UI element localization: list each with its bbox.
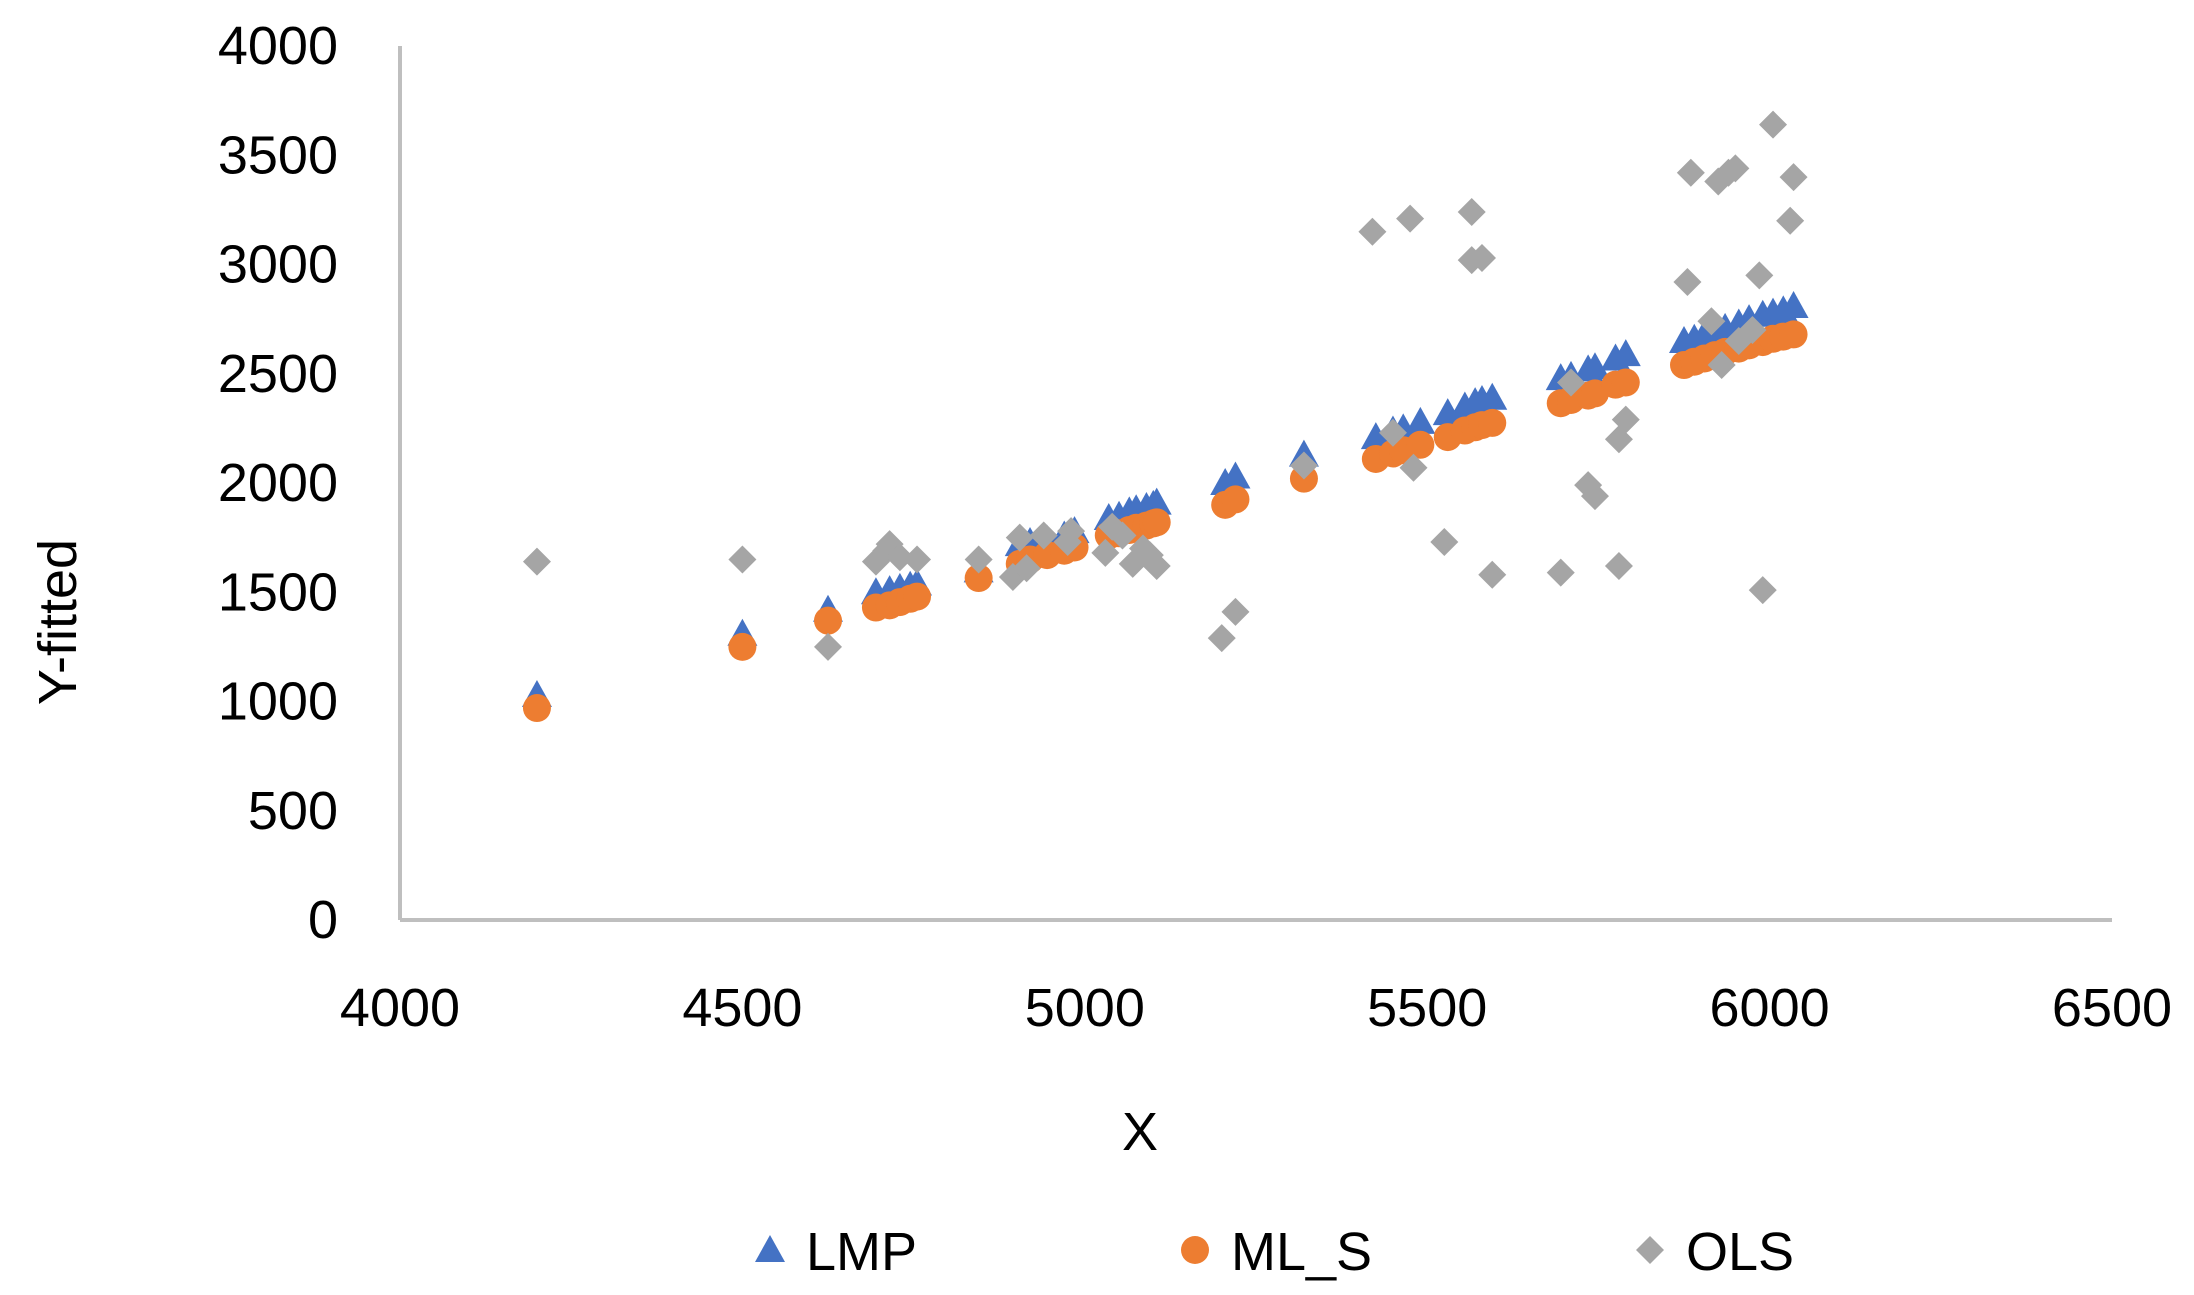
x-axis-title: X xyxy=(1122,1102,1158,1162)
ols-point xyxy=(1012,554,1041,583)
ols-point xyxy=(1396,204,1425,233)
ols-point xyxy=(1478,560,1507,589)
legend-marker-diamond xyxy=(1636,1236,1664,1264)
ols-point xyxy=(1721,154,1750,183)
ols-point xyxy=(1779,163,1808,192)
lmp-point xyxy=(1141,487,1172,515)
ols-point xyxy=(885,543,914,572)
ml-s-point xyxy=(1142,508,1171,537)
y-tick-label: 1000 xyxy=(218,672,338,732)
ols-point xyxy=(1467,243,1496,272)
legend-marker-triangle xyxy=(755,1235,785,1262)
lmp-point xyxy=(1778,291,1809,319)
ols-point xyxy=(1029,521,1058,550)
y-tick-label: 4000 xyxy=(218,16,338,76)
ols-point xyxy=(1759,110,1788,139)
lmp-point xyxy=(1477,382,1508,410)
ml-s-point xyxy=(728,632,757,661)
ols-point xyxy=(1745,261,1774,290)
ols-point xyxy=(1457,198,1486,227)
lmp-point xyxy=(1610,339,1641,367)
ols-point xyxy=(1673,267,1702,296)
y-tick-label: 3500 xyxy=(218,125,338,185)
x-tick-label: 4000 xyxy=(340,978,460,1038)
ols-point xyxy=(1776,206,1805,235)
y-tick-label: 2500 xyxy=(218,344,338,404)
ols-point xyxy=(1108,521,1137,550)
ols-point xyxy=(1724,326,1753,355)
ols-point xyxy=(1207,624,1236,653)
ols-point xyxy=(1557,368,1586,397)
lmp-point xyxy=(1220,461,1251,489)
x-tick-label: 4500 xyxy=(682,978,802,1038)
data-points xyxy=(521,110,1809,723)
ols-point xyxy=(1399,453,1428,482)
x-tick-label: 5000 xyxy=(1025,978,1145,1038)
ols-point xyxy=(1430,527,1459,556)
legend: LMP ML_S OLS xyxy=(755,1222,1794,1282)
x-tick-labels: 4000 4500 5000 5500 6000 6500 xyxy=(340,978,2172,1038)
ml-s-point xyxy=(964,564,993,593)
ml-s-point xyxy=(1779,320,1808,349)
y-tick-labels: 0 500 1000 1500 2000 2500 3000 3500 4000 xyxy=(218,16,338,950)
legend-marker-circle xyxy=(1181,1236,1209,1264)
ols-point xyxy=(1378,418,1407,447)
ols-point xyxy=(1707,351,1736,380)
ols-point xyxy=(522,547,551,576)
x-tick-label: 6500 xyxy=(2052,978,2172,1038)
ols-point xyxy=(1057,517,1086,546)
x-tick-label: 6000 xyxy=(1710,978,1830,1038)
series-lmp xyxy=(521,291,1809,707)
ols-point xyxy=(1358,217,1387,246)
ols-point xyxy=(1604,552,1633,581)
legend-label: OLS xyxy=(1686,1222,1794,1282)
legend-item: ML_S xyxy=(1181,1222,1372,1282)
ols-point xyxy=(1748,576,1777,605)
ols-point xyxy=(1221,597,1250,626)
ols-point xyxy=(1697,307,1726,336)
legend-item: OLS xyxy=(1636,1222,1794,1282)
ols-point xyxy=(964,545,993,574)
ml-s-point xyxy=(1406,430,1435,459)
lmp-point xyxy=(1579,352,1610,380)
ml-s-point xyxy=(1221,485,1250,514)
y-axis-title: Y-fitted xyxy=(28,539,88,705)
ml-s-point xyxy=(903,582,932,611)
ols-point xyxy=(1676,158,1705,187)
ols-point xyxy=(1005,523,1034,552)
ml-s-point xyxy=(1611,368,1640,397)
ols-point xyxy=(728,545,757,574)
x-tick-label: 5500 xyxy=(1367,978,1487,1038)
ols-point xyxy=(814,632,842,661)
series-ml-s xyxy=(522,320,1808,723)
legend-item: LMP xyxy=(755,1222,917,1282)
ml-s-point xyxy=(814,606,842,635)
ols-point xyxy=(1611,405,1640,434)
ols-point xyxy=(1142,552,1171,581)
ols-point xyxy=(1546,558,1575,587)
ols-point xyxy=(1580,482,1609,511)
ml-s-point xyxy=(1478,408,1507,437)
series-ols xyxy=(522,110,1808,661)
lmp-point xyxy=(1405,406,1436,434)
ml-s-point xyxy=(522,694,551,723)
ols-point xyxy=(1091,538,1120,567)
ols-point xyxy=(903,545,932,574)
y-tick-label: 500 xyxy=(248,781,338,841)
legend-label: ML_S xyxy=(1231,1222,1372,1282)
y-tick-label: 0 xyxy=(308,890,338,950)
ols-point xyxy=(1289,451,1318,480)
y-tick-label: 1500 xyxy=(218,562,338,622)
y-tick-label: 3000 xyxy=(218,235,338,295)
y-tick-label: 2000 xyxy=(218,453,338,513)
legend-label: LMP xyxy=(806,1222,917,1282)
